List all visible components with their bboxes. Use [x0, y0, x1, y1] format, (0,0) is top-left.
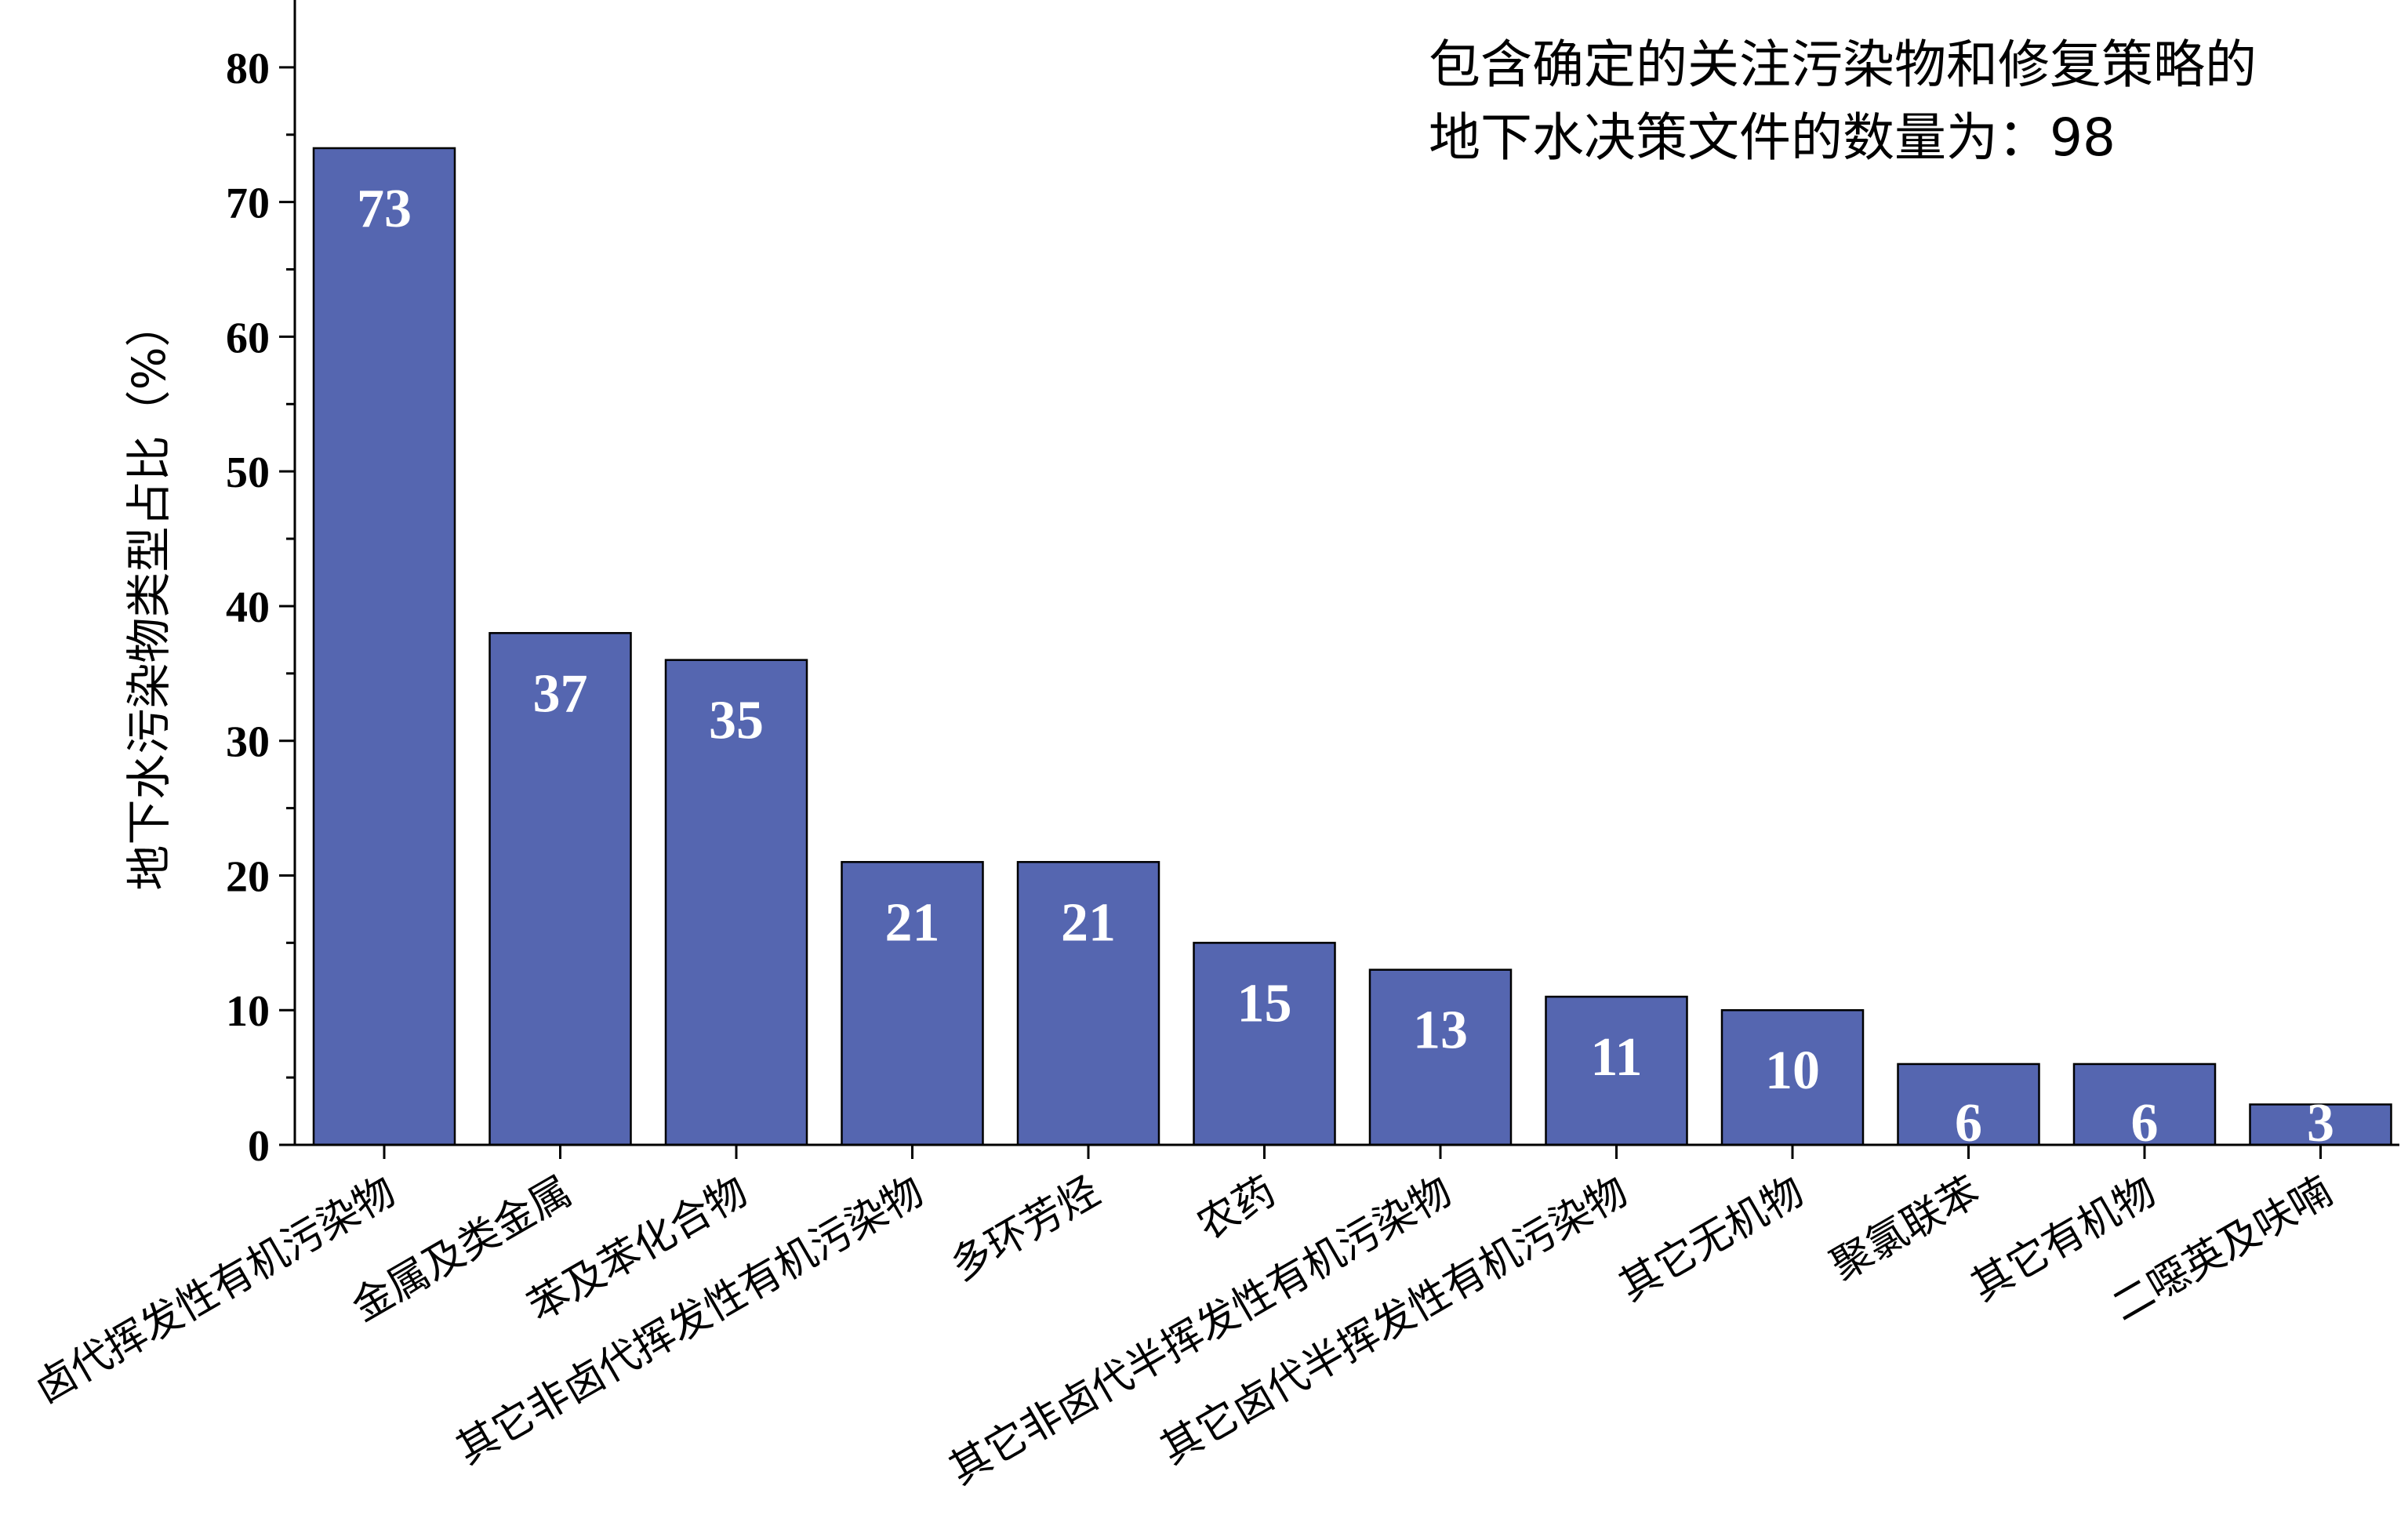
bar-value-label-4: 21: [885, 892, 940, 953]
annotation-line-2: 地下水决策文件的数量为：98: [1429, 107, 2116, 168]
bar-1: [312, 147, 456, 1146]
bar-3: [664, 659, 808, 1146]
axes-group: 0 10 20 30 40 50 60 70 80: [226, 0, 2399, 1171]
y-tick-label-0: 0: [248, 1122, 270, 1171]
bar-value-label-11: 6: [2131, 1093, 2159, 1153]
y-tick-label-60: 60: [226, 314, 270, 362]
bar-value-label-10: 6: [1955, 1093, 1982, 1153]
bar-4: [841, 861, 984, 1146]
bar-value-label-1: 73: [357, 179, 412, 239]
y-tick-label-40: 40: [226, 583, 270, 632]
bar-value-label-9: 10: [1765, 1041, 1820, 1101]
bar-12: [2249, 1103, 2392, 1146]
bar-value-label-12: 3: [2307, 1093, 2334, 1153]
bar-11: [2072, 1063, 2217, 1146]
bar-value-label-2: 37: [533, 663, 588, 724]
y-tick-label-50: 50: [226, 449, 270, 497]
bar-9: [1720, 1008, 1865, 1146]
bar-6: [1193, 942, 1336, 1146]
y-axis-title: 地下水污染物类型占比（%）: [122, 301, 176, 890]
bar-2: [489, 632, 632, 1146]
y-tick-label-70: 70: [226, 180, 270, 228]
bar-7: [1368, 968, 1513, 1146]
bar-value-label-3: 35: [709, 691, 764, 751]
annotation-line-1: 包含确定的关注污染物和修复策略的: [1429, 35, 2257, 95]
category-label-6: 农药: [1189, 1168, 1284, 1249]
y-tick-label-30: 30: [226, 718, 270, 767]
y-tick-label-20: 20: [226, 852, 270, 901]
y-tick-label-10: 10: [226, 987, 270, 1036]
y-tick-label-80: 80: [226, 45, 270, 93]
bar-value-label-7: 13: [1413, 1001, 1468, 1061]
bar-value-label-5: 21: [1061, 892, 1116, 953]
bar-value-label-8: 11: [1590, 1027, 1642, 1088]
bar-5: [1016, 861, 1160, 1146]
bar-value-label-6: 15: [1237, 973, 1292, 1034]
category-label-5: 多环芳烃: [942, 1168, 1107, 1290]
bars-group: [312, 147, 2392, 1146]
category-label-9: 其它无机物: [1611, 1168, 1811, 1310]
category-label-10: 聚氯联苯: [1823, 1168, 1988, 1290]
